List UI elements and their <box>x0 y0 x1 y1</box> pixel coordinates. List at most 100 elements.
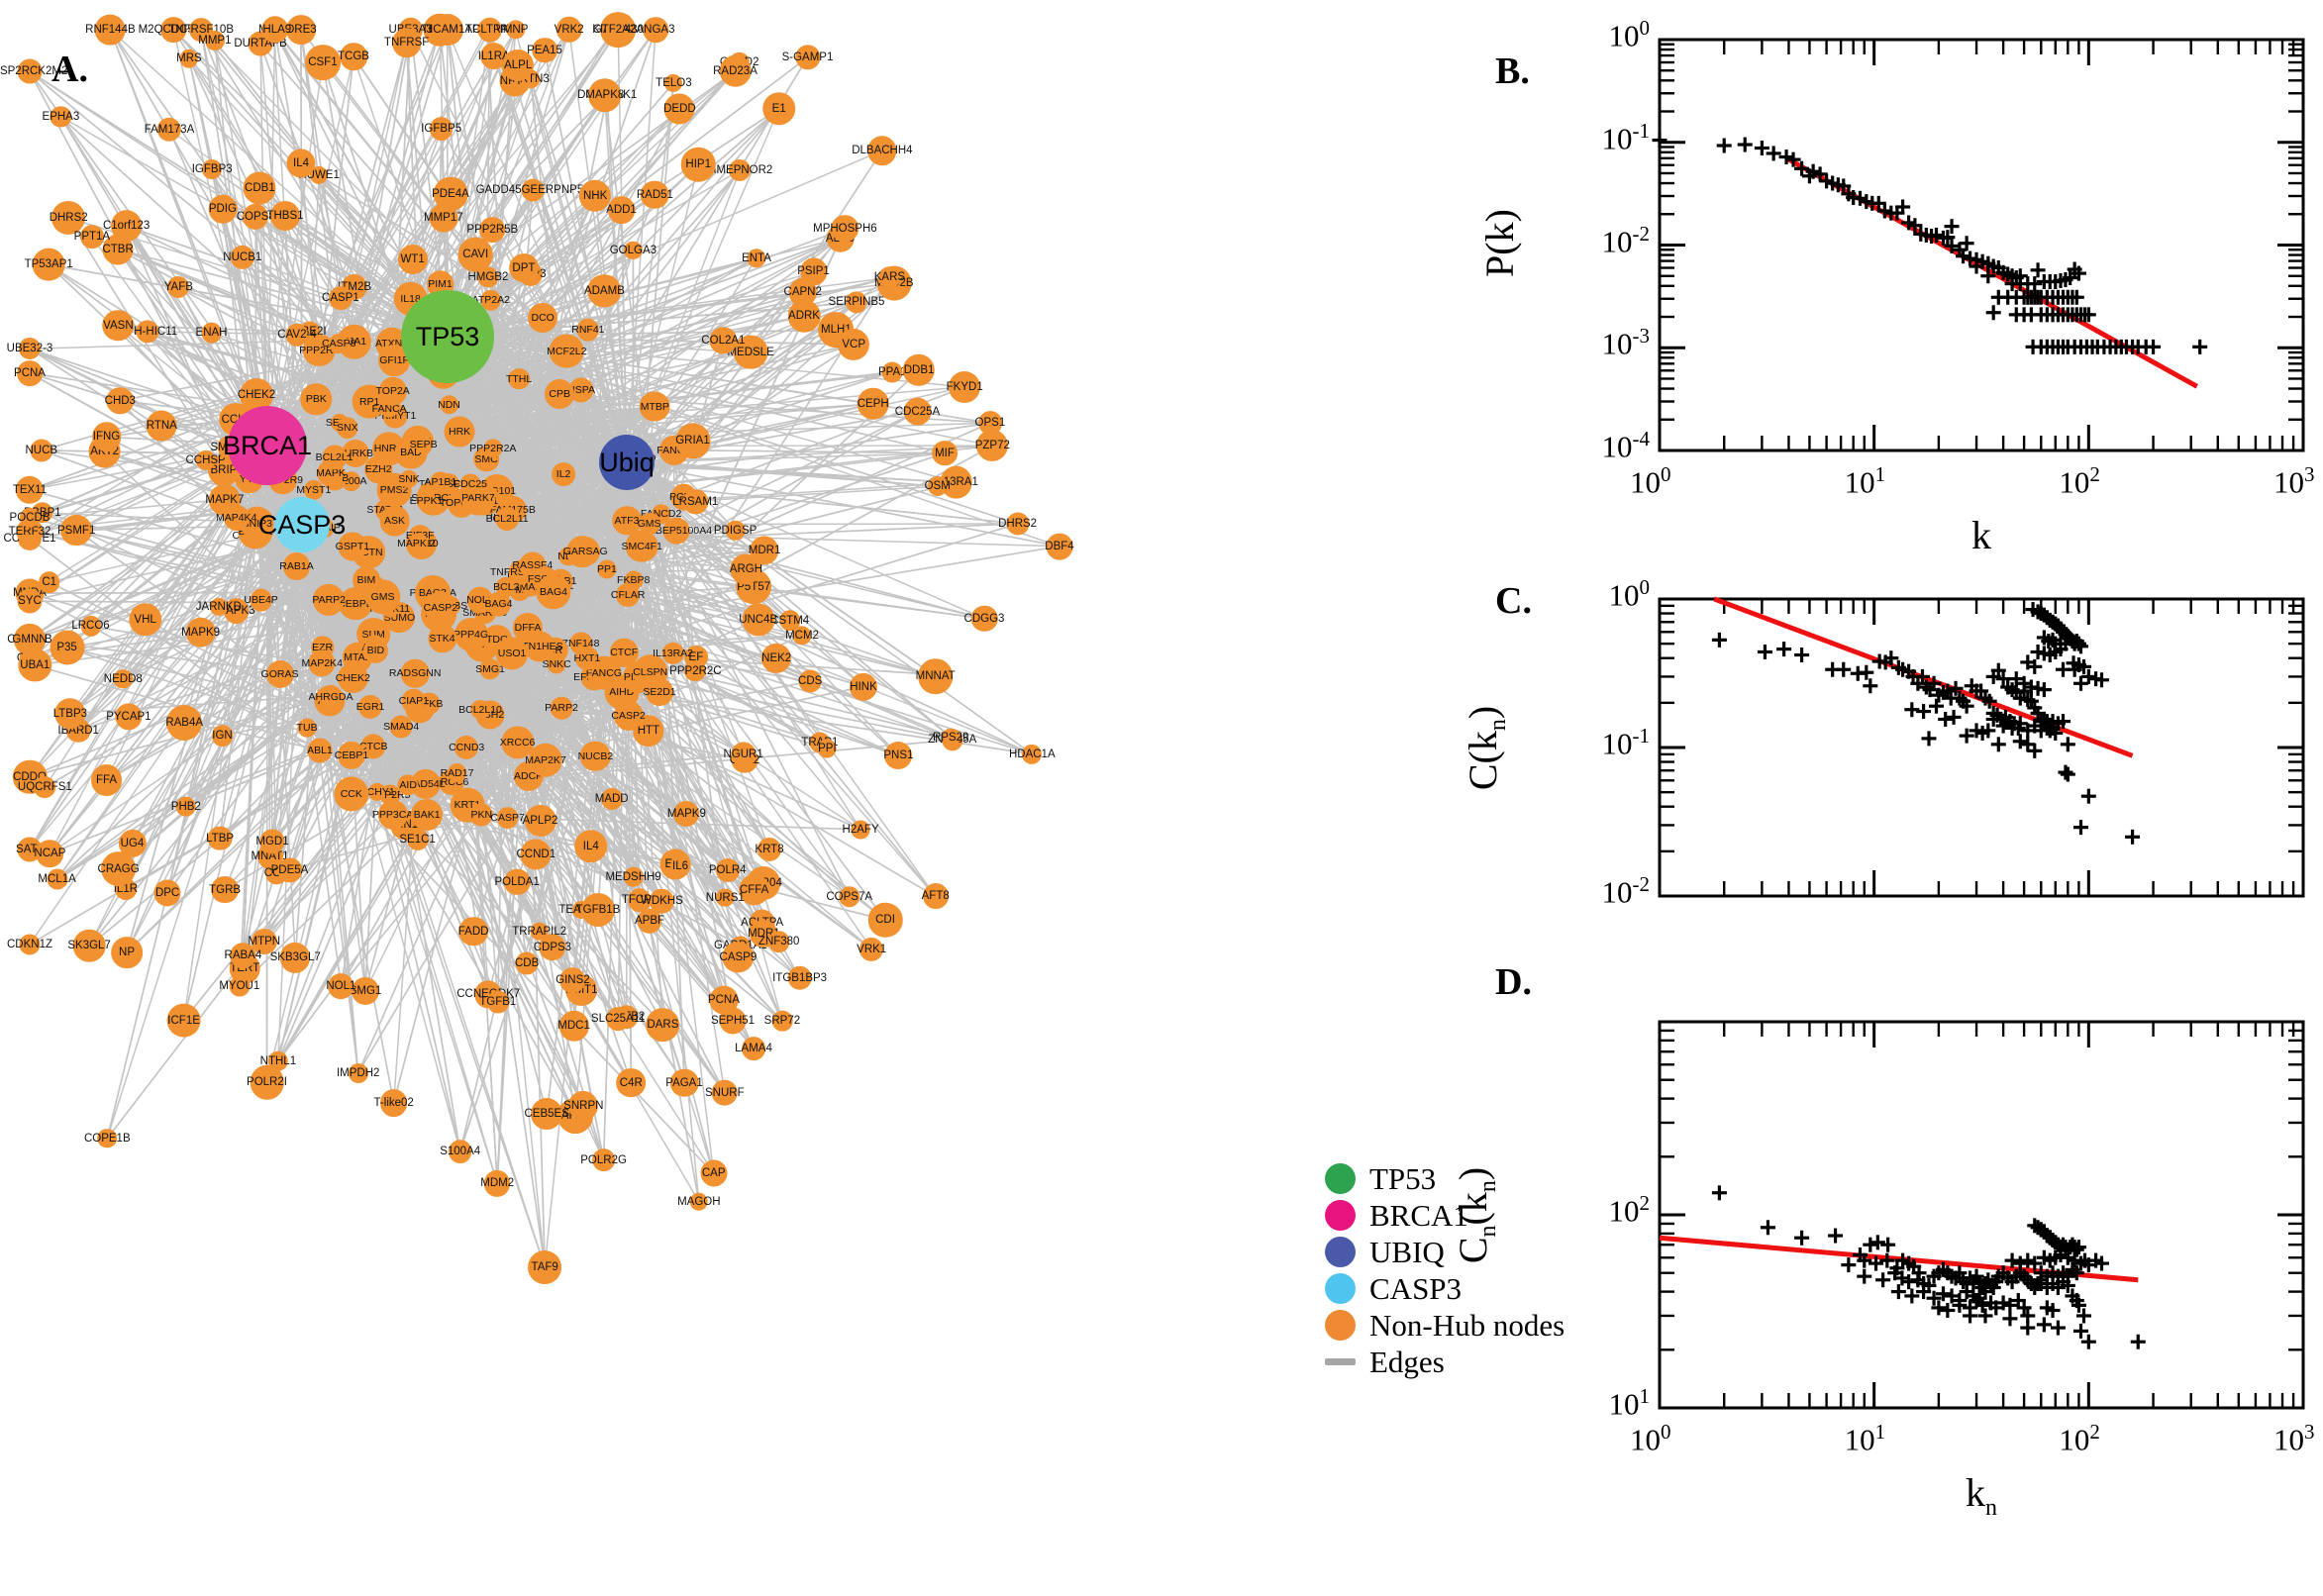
network-node[interactable] <box>838 328 870 360</box>
network-node[interactable] <box>337 742 366 770</box>
network-node[interactable] <box>903 397 932 426</box>
network-node[interactable] <box>849 672 878 701</box>
network-node[interactable] <box>549 334 584 368</box>
network-node[interactable] <box>18 338 42 360</box>
network-node[interactable] <box>731 742 757 767</box>
network-node[interactable] <box>282 552 311 581</box>
network-node[interactable] <box>136 320 159 344</box>
network-node[interactable] <box>480 289 502 311</box>
network-node[interactable] <box>761 91 796 126</box>
network-node[interactable] <box>448 1140 472 1163</box>
network-node[interactable] <box>576 319 600 342</box>
network-node[interactable] <box>646 677 673 706</box>
network-node[interactable] <box>851 820 870 840</box>
network-node[interactable] <box>501 726 535 759</box>
network-node[interactable] <box>558 1010 589 1042</box>
network-node[interactable] <box>738 874 770 906</box>
network-node[interactable] <box>536 574 571 610</box>
network-node[interactable] <box>90 763 123 796</box>
network-node[interactable] <box>495 506 520 531</box>
network-node[interactable] <box>30 439 53 462</box>
network-node[interactable] <box>313 583 346 616</box>
network-node[interactable] <box>587 274 622 308</box>
network-node[interactable] <box>684 659 707 682</box>
network-node[interactable] <box>459 473 481 495</box>
network-node[interactable] <box>250 588 272 612</box>
network-node[interactable] <box>308 649 336 677</box>
network-node[interactable] <box>79 225 104 249</box>
network-node[interactable] <box>747 248 766 268</box>
network-node[interactable] <box>146 410 177 442</box>
network-node[interactable] <box>160 17 187 43</box>
network-node[interactable] <box>175 796 197 818</box>
network-node[interactable] <box>280 943 311 973</box>
network-node[interactable] <box>761 644 792 674</box>
network-node[interactable] <box>859 937 884 961</box>
network-node[interactable] <box>771 1010 793 1032</box>
network-node[interactable] <box>722 942 755 973</box>
network-node[interactable] <box>185 617 216 648</box>
network-node[interactable] <box>902 353 936 387</box>
network-node[interactable] <box>397 774 419 796</box>
network-node[interactable] <box>682 488 708 515</box>
network-node[interactable] <box>427 624 457 653</box>
network-node[interactable] <box>638 512 660 535</box>
network-node[interactable] <box>613 700 644 731</box>
network-node[interactable] <box>479 658 501 680</box>
network-node[interactable] <box>367 782 386 801</box>
network-node[interactable] <box>607 196 636 224</box>
network-node[interactable] <box>581 892 615 927</box>
network-node[interactable] <box>211 875 240 904</box>
network-node[interactable] <box>715 888 735 907</box>
network-node[interactable] <box>416 490 437 512</box>
network-node[interactable] <box>650 888 674 914</box>
network-node[interactable] <box>457 237 493 272</box>
network-node[interactable] <box>111 937 143 968</box>
network-node[interactable] <box>265 660 294 689</box>
network-node[interactable] <box>787 965 812 991</box>
network-node[interactable] <box>47 868 68 890</box>
network-node[interactable] <box>397 245 428 274</box>
network-node[interactable] <box>588 78 622 113</box>
network-node[interactable] <box>616 1067 647 1098</box>
network-node[interactable] <box>38 571 60 593</box>
network-node[interactable] <box>742 603 775 637</box>
network-node[interactable] <box>606 1007 631 1032</box>
network-node[interactable] <box>297 718 317 738</box>
network-node[interactable] <box>556 16 582 44</box>
network-node[interactable] <box>439 394 459 415</box>
network-node[interactable] <box>377 800 408 831</box>
network-node[interactable] <box>429 117 454 141</box>
network-node[interactable] <box>17 359 43 386</box>
network-node[interactable] <box>646 1008 680 1042</box>
network-node[interactable] <box>664 73 683 92</box>
network-node[interactable] <box>32 248 65 281</box>
network-node[interactable] <box>757 838 782 862</box>
network-node[interactable] <box>406 828 429 850</box>
network-node[interactable] <box>532 37 557 63</box>
network-node[interactable] <box>725 520 746 541</box>
network-node[interactable] <box>881 361 903 383</box>
network-node[interactable] <box>917 658 954 695</box>
network-node[interactable] <box>867 902 903 938</box>
network-node[interactable] <box>508 367 530 390</box>
network-node[interactable] <box>72 930 106 962</box>
network-node[interactable] <box>80 616 101 637</box>
network-node[interactable] <box>54 697 86 730</box>
hub-node-casp3[interactable]: CASP3 <box>258 497 346 552</box>
network-node[interactable] <box>424 591 457 625</box>
network-node[interactable] <box>502 50 535 82</box>
network-node[interactable] <box>641 180 669 209</box>
network-node[interactable] <box>483 439 503 458</box>
network-node[interactable] <box>616 583 641 608</box>
network-node[interactable] <box>17 58 43 84</box>
network-node[interactable] <box>414 435 433 453</box>
network-node[interactable] <box>328 973 354 999</box>
network-node[interactable] <box>195 449 216 471</box>
network-node[interactable] <box>153 879 181 907</box>
network-node[interactable] <box>1046 533 1073 560</box>
network-node[interactable] <box>454 617 488 651</box>
network-node[interactable] <box>941 728 960 747</box>
network-node[interactable] <box>521 178 545 202</box>
network-node[interactable] <box>167 276 190 299</box>
